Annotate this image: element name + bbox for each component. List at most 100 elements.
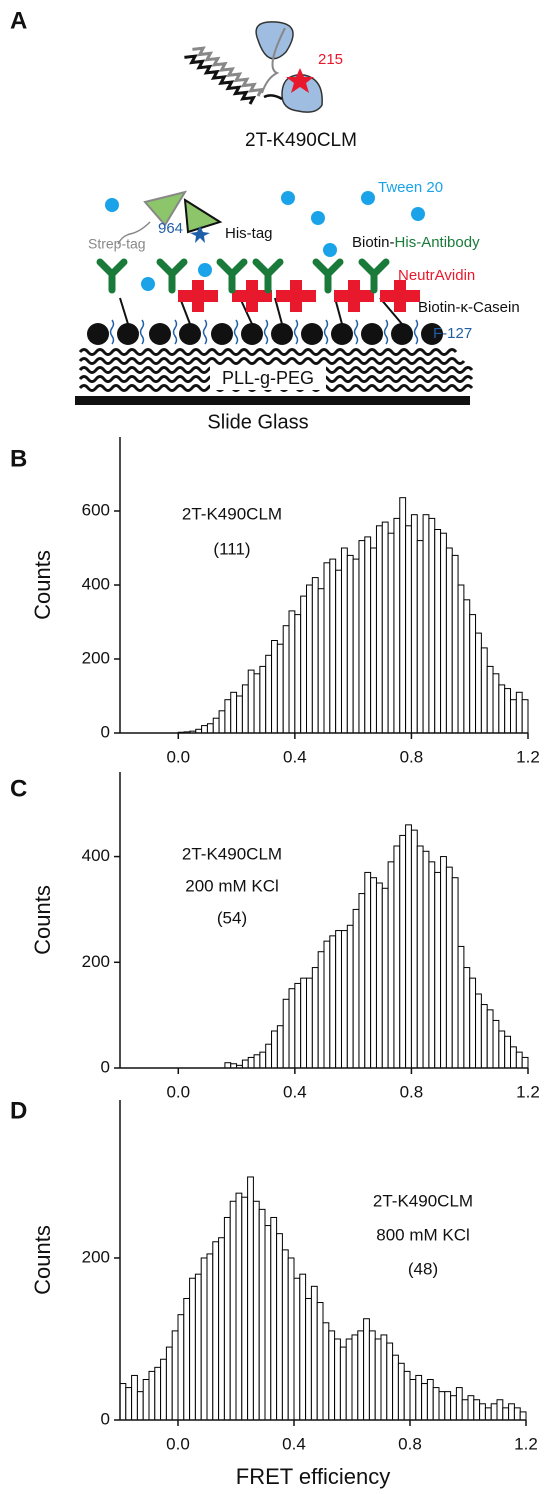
x-axis-label: FRET efficiency	[236, 1464, 390, 1489]
bar	[392, 1354, 399, 1421]
x-tick-label: 0.0	[166, 1082, 190, 1101]
bar	[399, 834, 407, 1069]
bar	[288, 610, 296, 734]
bar	[241, 684, 249, 734]
y-tick-label: 200	[82, 952, 110, 971]
bar	[498, 1030, 506, 1069]
bar	[364, 871, 372, 1069]
bar	[440, 856, 447, 1069]
bar	[440, 532, 447, 734]
his-label: His-tag	[225, 225, 273, 242]
bar	[247, 669, 255, 734]
bar	[282, 998, 290, 1069]
x-tick-label: 0.8	[400, 1082, 424, 1101]
annotation: (54)	[217, 908, 247, 927]
bar	[434, 529, 442, 734]
bar	[502, 1407, 510, 1421]
linker	[261, 27, 286, 94]
y-axis-label: Counts	[30, 885, 55, 955]
bar	[409, 1378, 417, 1421]
panel-label: C	[10, 775, 27, 802]
panel-label: B	[10, 445, 27, 472]
bar	[455, 1387, 463, 1421]
bar	[317, 951, 325, 1069]
bar	[352, 908, 360, 1069]
bar	[148, 1370, 156, 1421]
bar	[201, 725, 208, 734]
bar	[438, 1391, 446, 1421]
bar	[229, 1200, 237, 1421]
panel-label: A	[10, 7, 27, 34]
bar	[322, 1322, 330, 1421]
bar	[504, 688, 512, 734]
bar	[264, 1225, 272, 1421]
bar	[428, 861, 436, 1069]
bar	[381, 887, 389, 1069]
bar	[426, 1378, 434, 1421]
bar	[450, 1395, 457, 1421]
bar	[375, 882, 383, 1069]
x-tick-label: 1.2	[514, 1434, 538, 1453]
bar	[393, 845, 401, 1069]
bar	[451, 554, 459, 734]
bar	[393, 517, 401, 734]
bar	[363, 1318, 370, 1421]
bar	[206, 723, 214, 734]
bar	[410, 514, 418, 734]
y-axis-label: Counts	[30, 1225, 55, 1295]
bar	[346, 554, 354, 734]
bar	[444, 1391, 452, 1421]
annotation: 2T-K490CLM	[182, 504, 282, 523]
bar	[346, 924, 354, 1069]
bar	[515, 691, 523, 734]
x-tick-label: 0.0	[166, 1434, 190, 1453]
bar	[515, 1051, 523, 1069]
bar	[125, 1387, 133, 1421]
bar	[421, 1383, 428, 1421]
bar	[323, 940, 331, 1069]
acceptor-dye	[286, 68, 314, 93]
bar	[282, 625, 290, 734]
bar	[434, 871, 442, 1069]
bar	[375, 525, 383, 734]
bar	[311, 967, 319, 1069]
diagram: A PLL-g-PEG Slide Glass	[10, 7, 520, 433]
bar	[131, 1374, 138, 1421]
x-tick-label: 0.8	[400, 747, 424, 766]
bar	[276, 643, 284, 734]
strep-linker	[117, 221, 151, 245]
y-tick-label: 400	[82, 846, 110, 865]
acceptor-label: 215	[318, 51, 343, 68]
bar	[403, 1370, 411, 1421]
bar	[253, 1054, 261, 1069]
bar	[428, 517, 436, 734]
motor-head	[281, 74, 323, 113]
neutravidin	[178, 280, 420, 312]
antibody-prefix: Biotin-	[352, 234, 395, 251]
bar	[357, 1330, 365, 1421]
bar	[119, 1383, 127, 1421]
bar	[351, 1334, 359, 1421]
y-tick-label: 600	[82, 500, 110, 519]
bar	[370, 877, 377, 1069]
y-tick-label: 0	[101, 1409, 110, 1428]
bar	[265, 1043, 273, 1069]
bar	[335, 930, 342, 1069]
bar	[258, 1208, 266, 1421]
bar	[475, 993, 482, 1069]
peg-label-box	[210, 366, 326, 390]
bar	[484, 1407, 492, 1421]
peg-label: PLL-g-PEG	[222, 368, 314, 388]
bar	[305, 1297, 312, 1421]
f127-label: F-127	[433, 325, 472, 342]
y-tick-label: 400	[82, 574, 110, 593]
bar	[288, 988, 296, 1069]
bar	[206, 1253, 214, 1421]
bar	[218, 710, 226, 734]
bar	[335, 569, 342, 734]
bar	[259, 1051, 267, 1069]
antibody-label: Biotin-His-Antibody	[352, 234, 480, 251]
bar	[223, 1216, 231, 1421]
bar	[310, 1285, 318, 1421]
bar	[521, 699, 529, 734]
